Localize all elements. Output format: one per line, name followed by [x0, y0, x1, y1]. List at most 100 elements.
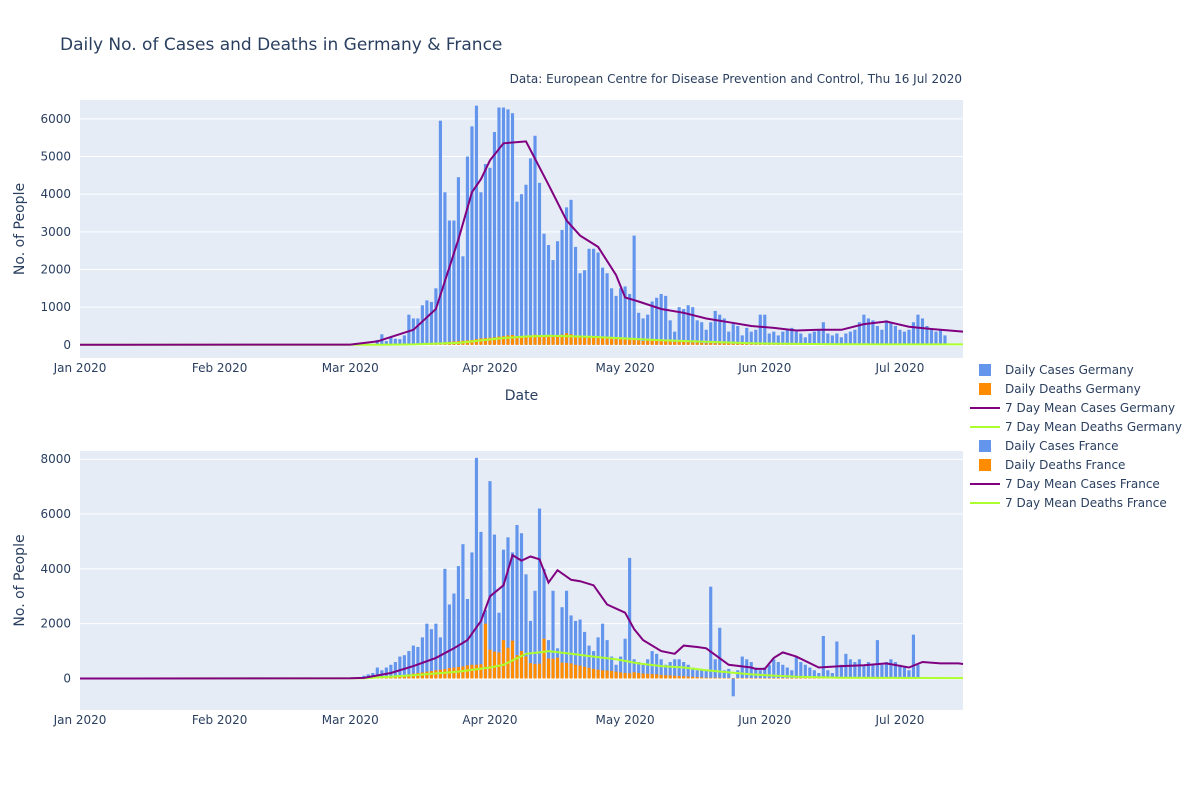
case-bar-france	[524, 574, 528, 679]
death-bar-germany	[749, 344, 753, 345]
case-bar-france	[389, 664, 393, 679]
case-bar-france	[438, 637, 442, 679]
bars-germany	[375, 105, 961, 346]
mean-deaths-line-germany	[80, 334, 963, 346]
case-bar-germany	[844, 333, 848, 345]
death-bar-france	[393, 676, 397, 679]
case-bar-france	[709, 586, 713, 679]
case-bar-germany	[785, 329, 789, 345]
death-bar-france	[817, 678, 821, 679]
death-bar-germany	[524, 336, 528, 345]
case-bar-germany	[461, 256, 465, 345]
case-bar-france	[803, 664, 807, 679]
case-bar-france	[866, 662, 870, 679]
case-bar-france	[443, 568, 447, 679]
case-bar-germany	[546, 245, 551, 345]
x-tick-label-france: Mar 2020	[322, 713, 379, 727]
death-bar-germany	[605, 337, 609, 345]
death-bar-france	[772, 678, 776, 679]
case-bar-germany	[781, 331, 785, 345]
death-bar-france	[736, 677, 740, 679]
legend-item[interactable]: 7 Day Mean Cases France	[970, 477, 1160, 491]
case-bar-france	[533, 590, 537, 679]
case-bar-germany	[709, 322, 713, 345]
case-bar-france	[411, 645, 415, 679]
y-tick-label-germany: 6000	[40, 112, 71, 126]
death-bar-france	[488, 649, 492, 679]
death-bar-france	[402, 675, 406, 679]
death-bar-germany	[664, 340, 668, 345]
case-bar-germany	[492, 132, 497, 345]
case-bar-france	[731, 678, 735, 697]
case-bar-germany	[713, 310, 717, 345]
death-bar-germany	[510, 335, 515, 345]
case-bar-germany	[727, 331, 731, 345]
case-bar-france	[700, 670, 704, 679]
death-bar-france	[542, 638, 546, 679]
case-bar-france	[745, 659, 749, 679]
case-bar-germany	[537, 182, 542, 345]
death-bar-france	[628, 673, 632, 679]
case-bar-germany	[808, 333, 812, 345]
death-bar-germany	[592, 336, 596, 345]
case-bar-france	[862, 664, 866, 679]
death-bar-france	[767, 678, 771, 679]
death-bar-france	[745, 677, 749, 679]
death-bar-germany	[515, 336, 519, 345]
death-bar-germany	[601, 337, 605, 345]
death-bar-france	[668, 675, 672, 679]
death-bar-germany	[673, 341, 677, 345]
death-bar-germany	[668, 341, 672, 345]
case-bar-germany	[934, 331, 938, 345]
case-bar-germany	[907, 329, 911, 345]
case-bar-france	[560, 607, 564, 679]
mean-cases-line-germany	[79, 140, 964, 346]
legend-item[interactable]: 7 Day Mean Deaths France	[970, 496, 1167, 510]
case-bar-germany	[614, 295, 618, 345]
y-axis-title-germany: No. of People	[12, 183, 28, 275]
case-bar-germany	[479, 192, 483, 345]
case-bar-france	[515, 525, 519, 679]
death-bar-germany	[587, 336, 591, 345]
death-bar-france	[470, 664, 474, 679]
case-bar-germany	[745, 327, 749, 345]
case-bar-germany	[560, 229, 564, 345]
case-bar-germany	[407, 314, 411, 345]
legend-item[interactable]: 7 Day Mean Cases Germany	[970, 401, 1175, 415]
case-bar-germany	[839, 337, 843, 345]
legend-item[interactable]: Daily Cases France	[979, 439, 1119, 453]
case-bar-germany	[515, 201, 519, 345]
legend-item[interactable]: Daily Deaths Germany	[979, 382, 1141, 396]
death-bar-france	[749, 677, 753, 679]
death-bar-germany	[754, 344, 758, 345]
case-bar-france	[434, 623, 438, 679]
case-bar-france	[610, 656, 614, 679]
case-bar-germany	[736, 325, 740, 345]
case-bar-france	[456, 566, 461, 679]
case-bar-france	[578, 619, 582, 679]
death-bar-germany	[497, 336, 501, 345]
y-tick-label-germany: 5000	[40, 149, 71, 163]
death-bar-germany	[637, 340, 641, 345]
case-bar-france	[794, 656, 798, 679]
case-bar-france	[785, 667, 789, 679]
case-bar-france	[429, 629, 433, 679]
case-bar-germany	[920, 318, 925, 345]
death-bar-france	[655, 674, 659, 679]
death-bar-france	[713, 677, 717, 679]
case-bar-france	[506, 537, 510, 679]
case-bar-france	[853, 662, 857, 679]
legend[interactable]: Daily Cases Germany Daily Deaths Germany 7…	[970, 363, 1182, 510]
x-tick-label-france: Jan 2020	[53, 713, 107, 727]
legend-item[interactable]: Daily Deaths France	[979, 458, 1125, 472]
case-bar-france	[519, 533, 524, 679]
chart-title: Daily No. of Cases and Deaths in Germany…	[60, 35, 502, 55]
legend-item[interactable]: Daily Cases Germany	[979, 363, 1134, 377]
legend-item[interactable]: 7 Day Mean Deaths Germany	[970, 420, 1182, 434]
death-bar-france	[429, 671, 433, 679]
case-bar-france	[893, 662, 898, 679]
case-bar-france	[821, 636, 825, 679]
case-bar-france	[510, 552, 515, 679]
death-bar-germany	[555, 335, 560, 345]
case-bar-germany	[411, 318, 415, 345]
